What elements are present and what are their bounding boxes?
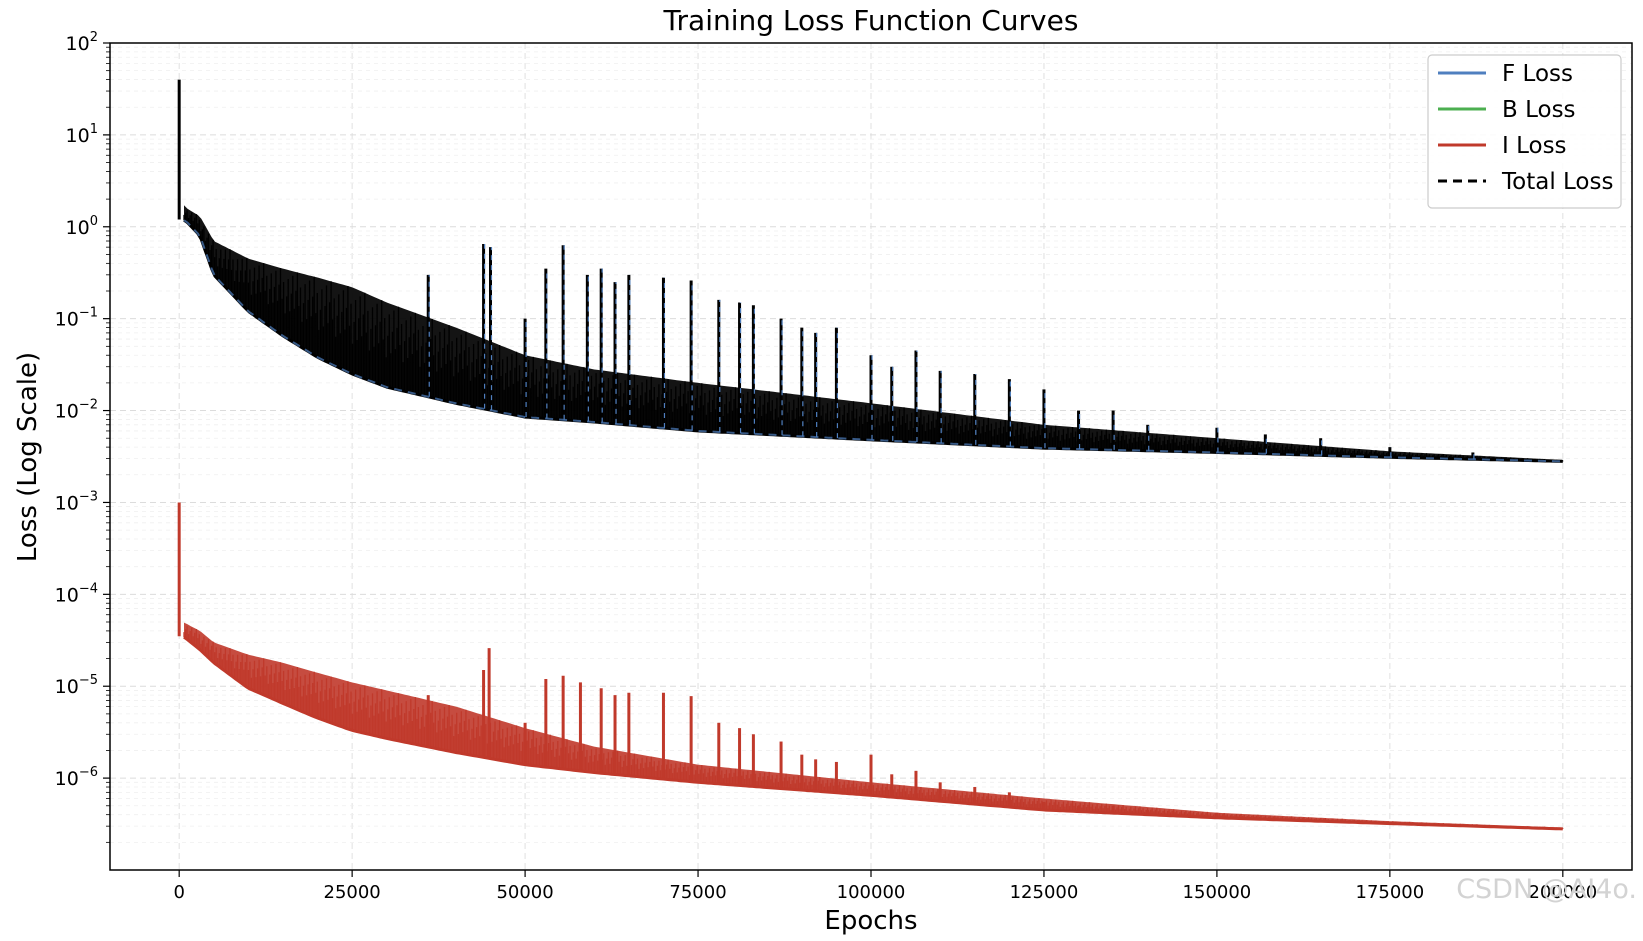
f-loss-line bbox=[183, 219, 1563, 463]
y-tick-label: 101 bbox=[66, 122, 98, 147]
x-tick-label: 50000 bbox=[496, 882, 553, 903]
legend-box bbox=[1427, 54, 1622, 209]
y-tick-label: 100 bbox=[66, 214, 98, 239]
x-tick-label: 150000 bbox=[1183, 882, 1252, 903]
x-tick-label: 25000 bbox=[324, 882, 381, 903]
i-loss-baseline bbox=[183, 635, 1563, 831]
x-axis-ticks: 0 25000 50000 75000 100000 125000 150000 175000… bbox=[173, 870, 1597, 903]
x-tick-label: 100000 bbox=[837, 882, 906, 903]
y-axis-ticks: 102 101 100 10−1 10−2 10−3 10−4 10−5 10−6 bbox=[55, 30, 110, 843]
x-tick-label: 75000 bbox=[669, 882, 726, 903]
legend-label-0: F Loss bbox=[1502, 61, 1573, 87]
y-tick-label: 10−4 bbox=[55, 581, 98, 606]
watermark: CSDN @AI4o. bbox=[1456, 874, 1637, 905]
legend: F Loss B Loss I Loss Total Loss bbox=[1427, 54, 1622, 209]
legend-label-1: B Loss bbox=[1502, 97, 1576, 123]
grid-lines bbox=[110, 42, 1632, 871]
y-tick-label: 10−5 bbox=[55, 673, 98, 698]
chart-title: Training Loss Function Curves bbox=[663, 4, 1079, 37]
plot-layer bbox=[177, 79, 1564, 831]
y-tick-label: 10−1 bbox=[55, 306, 98, 331]
x-tick-label: 0 bbox=[173, 882, 184, 903]
x-tick-label: 200000 bbox=[1528, 882, 1597, 903]
x-tick-label: 125000 bbox=[1010, 882, 1079, 903]
legend-label-2: I Loss bbox=[1502, 133, 1567, 159]
y-axis-label: Loss (Log Scale) bbox=[13, 352, 43, 562]
legend-label-3: Total Loss bbox=[1501, 169, 1613, 195]
y-tick-label: 102 bbox=[66, 30, 98, 55]
y-tick-label: 10−3 bbox=[55, 489, 98, 514]
x-tick-label: 175000 bbox=[1356, 882, 1425, 903]
y-tick-label: 10−2 bbox=[55, 398, 98, 423]
y-tick-label: 10−6 bbox=[55, 765, 98, 790]
x-axis-label: Epochs bbox=[824, 906, 917, 936]
